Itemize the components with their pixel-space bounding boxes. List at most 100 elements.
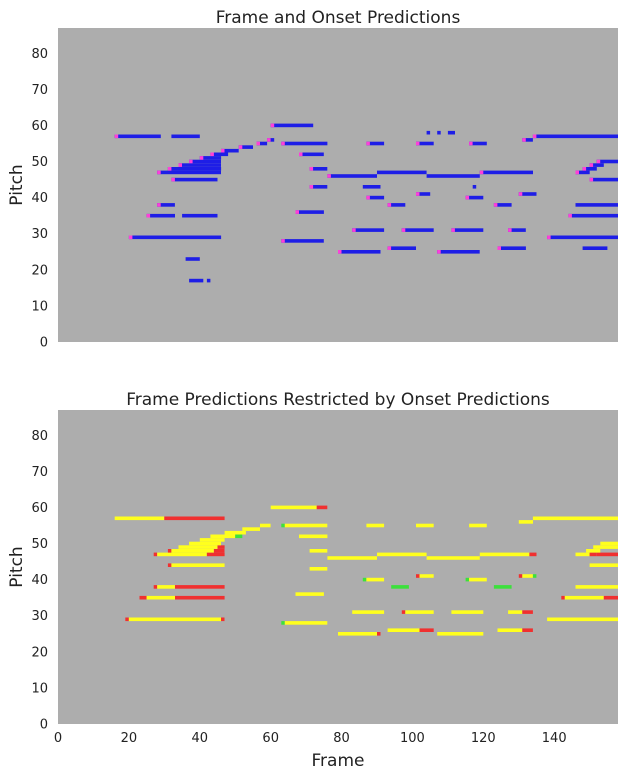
note-bar	[603, 595, 618, 600]
onset-marker	[295, 210, 299, 214]
note-bar	[167, 563, 172, 567]
note-bar	[469, 141, 487, 146]
y-tick-label: 10	[31, 299, 48, 314]
onset-marker	[299, 152, 303, 157]
note-bar	[171, 563, 225, 567]
note-bar	[185, 257, 200, 261]
top-chart-panel: Frame and Onset Predictions 0 10 20 30 40 50 6…	[7, 8, 618, 351]
note-bar	[125, 617, 129, 622]
note-bar	[447, 130, 455, 135]
onset-marker	[114, 134, 119, 139]
top-y-axis-label: Pitch	[7, 164, 27, 205]
note-bar	[600, 541, 618, 546]
note-bar	[575, 170, 590, 175]
note-bar	[256, 141, 268, 146]
note-bar	[596, 552, 618, 557]
note-bar	[416, 574, 420, 578]
note-bar	[178, 545, 218, 549]
note-bar	[206, 552, 225, 557]
note-bar	[564, 595, 604, 600]
note-bar	[309, 549, 328, 553]
note-bar	[167, 549, 172, 553]
onset-marker	[171, 177, 175, 182]
note-bar	[153, 585, 158, 589]
onset-marker	[451, 228, 455, 232]
note-bar	[327, 556, 377, 560]
note-bar	[270, 505, 317, 510]
x-tick-label: 120	[471, 731, 496, 746]
x-tick-label: 80	[333, 731, 350, 746]
x-tick-label: 20	[121, 731, 138, 746]
note-bar	[529, 552, 537, 557]
onset-marker	[596, 159, 601, 164]
onset-marker	[352, 228, 356, 232]
y-tick-label: 60	[31, 119, 48, 134]
y-tick-label: 60	[31, 501, 48, 516]
note-bar	[589, 563, 618, 567]
note-bar	[416, 192, 431, 196]
note-bar	[377, 552, 427, 557]
onset-marker	[387, 203, 392, 207]
note-bar	[210, 152, 229, 157]
note-bar	[518, 192, 537, 196]
note-bar	[362, 577, 367, 582]
x-tick-label: 40	[192, 731, 209, 746]
note-bar	[575, 585, 618, 589]
onset-marker	[157, 203, 161, 207]
note-bar	[401, 610, 406, 614]
onset-marker	[128, 235, 133, 240]
note-bar	[589, 552, 597, 557]
y-tick-label: 30	[31, 609, 48, 624]
note-bar	[146, 213, 175, 218]
x-tick-label: 0	[54, 731, 62, 746]
note-bar	[575, 552, 590, 557]
onset-marker	[366, 141, 370, 146]
bottom-notes-layer	[114, 505, 618, 636]
note-bar	[589, 163, 604, 167]
note-bar	[316, 505, 328, 510]
note-bar	[366, 195, 385, 200]
note-bar	[377, 170, 427, 175]
note-bar	[189, 159, 221, 164]
note-bar	[391, 585, 409, 589]
note-bar	[217, 545, 225, 549]
note-bar	[178, 163, 221, 167]
note-bar	[547, 617, 618, 622]
y-tick-label: 40	[31, 191, 48, 206]
note-bar	[387, 203, 406, 207]
note-bar	[387, 628, 420, 632]
note-bar	[146, 595, 175, 600]
y-tick-label: 20	[31, 645, 48, 660]
note-bar	[493, 203, 512, 207]
note-bar	[270, 123, 314, 128]
onset-marker	[270, 123, 275, 128]
note-bar	[532, 516, 618, 521]
note-bar	[189, 278, 204, 283]
note-bar	[362, 185, 381, 189]
onset-marker	[338, 250, 342, 254]
note-bar	[199, 538, 225, 542]
onset-marker	[281, 239, 285, 243]
note-bar	[366, 141, 385, 146]
y-tick-label: 70	[31, 83, 48, 98]
y-tick-label: 50	[31, 155, 48, 170]
onset-marker	[267, 138, 271, 142]
note-bar	[309, 185, 328, 189]
onset-marker	[416, 192, 420, 196]
note-bar	[114, 134, 161, 139]
onset-marker	[387, 246, 392, 250]
onset-marker	[238, 145, 243, 149]
bottom-y-axis-label: Pitch	[7, 546, 27, 587]
note-bar	[281, 621, 285, 625]
note-bar	[508, 610, 523, 614]
note-bar	[497, 628, 523, 632]
onset-marker	[210, 152, 214, 157]
note-bar	[171, 549, 214, 553]
onset-marker	[465, 195, 470, 200]
note-bar	[426, 130, 431, 135]
note-bar	[518, 520, 533, 524]
y-tick-label: 0	[40, 718, 48, 733]
note-bar	[593, 545, 618, 549]
onset-marker	[281, 141, 285, 146]
note-bar	[479, 170, 533, 175]
